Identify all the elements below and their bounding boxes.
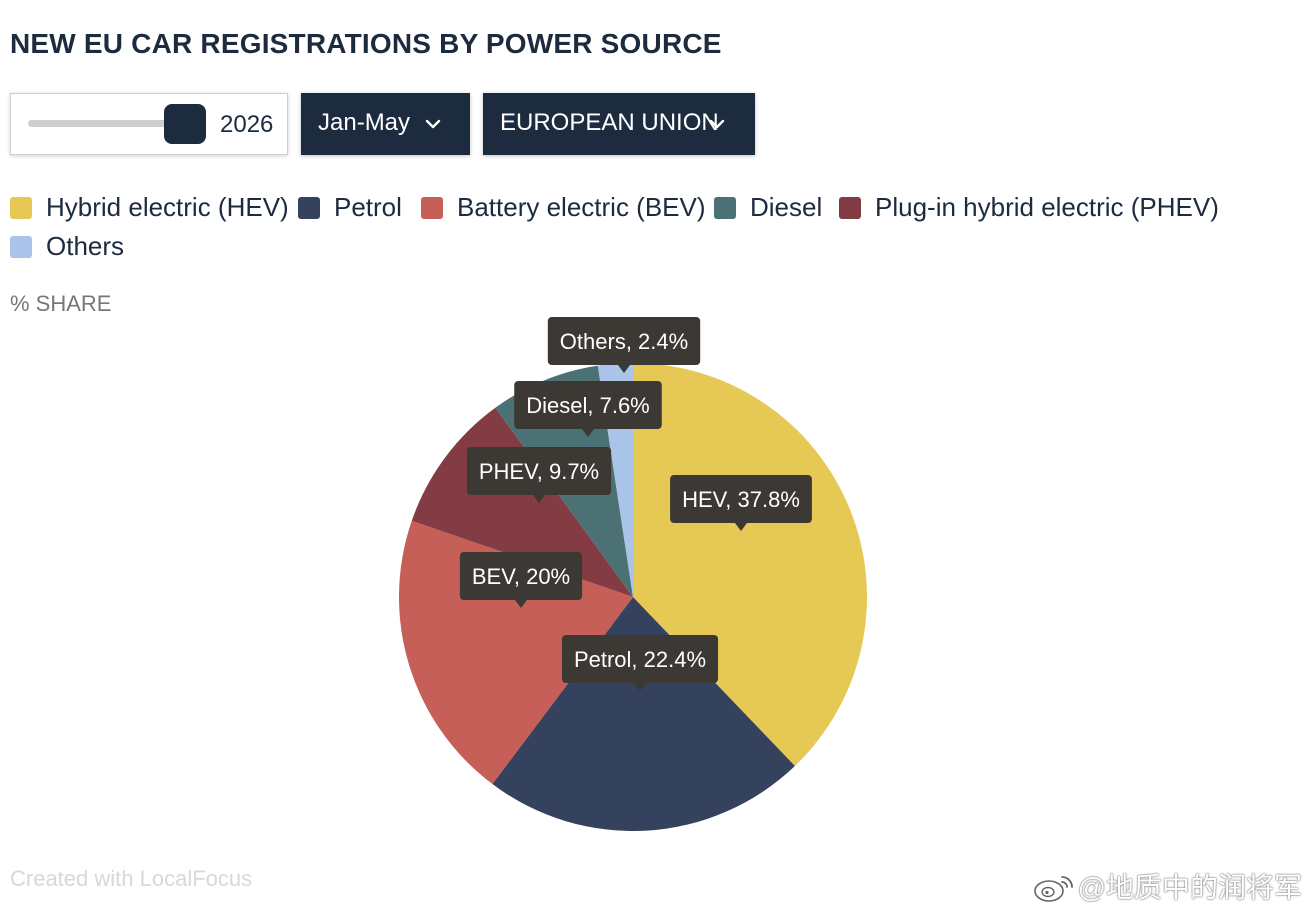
data-label-diesel: Diesel, 7.6% (514, 381, 662, 437)
legend-label: Battery electric (BEV) (457, 192, 706, 222)
data-label-pointer (582, 429, 594, 437)
legend-swatch (839, 197, 861, 219)
data-label-pointer (634, 683, 646, 691)
region-dropdown-label: EUROPEAN UNION (500, 109, 719, 136)
pie-data-labels: HEV, 37.8% Petrol, 22.4% BEV, 20% PHEV, 9.7… (459, 317, 812, 691)
period-dropdown[interactable]: Jan-May (301, 93, 470, 155)
chart-title: NEW EU CAR REGISTRATIONS BY POWER SOURCE (10, 28, 722, 59)
chevron-down-icon (709, 119, 725, 129)
data-label-box (466, 447, 612, 495)
data-label-pointer (735, 523, 747, 531)
weibo-logo-icon (1033, 876, 1073, 902)
legend-swatch (421, 197, 443, 219)
data-label-petrol: Petrol, 22.4% (561, 635, 719, 691)
data-label-box (670, 475, 812, 523)
unit-label: % SHARE (10, 291, 112, 316)
legend-swatch (10, 236, 32, 258)
data-label-pointer (533, 495, 545, 503)
data-label-text: Diesel, 7.6% (526, 393, 650, 418)
data-label-text: BEV, 20% (472, 564, 570, 589)
data-label-text: HEV, 37.8% (682, 487, 800, 512)
period-dropdown-label: Jan-May (318, 109, 411, 136)
slider-track[interactable] (28, 120, 188, 127)
data-label-text: PHEV, 9.7% (479, 459, 599, 484)
data-label-pointer (618, 365, 630, 373)
legend-label: Hybrid electric (HEV) (46, 192, 289, 222)
pie-slice-hev[interactable] (633, 363, 867, 766)
year-value: 2026 (220, 111, 274, 138)
data-label-box (459, 552, 583, 600)
legend-swatch (714, 197, 736, 219)
legend-label: Plug-in hybrid electric (PHEV) (875, 192, 1219, 222)
credit-text[interactable]: Created with LocalFocus (10, 866, 253, 891)
watermark: @地质中的润将军 (1032, 866, 1302, 906)
legend-label: Others (46, 231, 125, 261)
data-label-text: Others, 2.4% (560, 329, 688, 354)
legend-swatch (298, 197, 320, 219)
legend-label: Petrol (334, 192, 402, 222)
data-label-pointer (515, 600, 527, 608)
data-label-others: Others, 2.4% (547, 317, 701, 373)
slider-handle[interactable] (164, 104, 206, 144)
region-dropdown[interactable]: EUROPEAN UNION (483, 93, 755, 155)
legend-label: Diesel (750, 192, 823, 222)
legend-swatch (10, 197, 32, 219)
data-label-text: Petrol, 22.4% (574, 647, 706, 672)
data-label-box (514, 381, 662, 429)
chevron-down-icon (425, 119, 441, 129)
data-label-box (547, 317, 701, 365)
data-label-box (561, 635, 719, 683)
data-label-phev: PHEV, 9.7% (466, 447, 612, 503)
data-label-hev: HEV, 37.8% (670, 475, 812, 531)
year-slider[interactable]: 2026 (10, 93, 288, 155)
watermark-text: @地质中的润将军 (1077, 872, 1302, 903)
pie-slice-petrol[interactable] (492, 597, 795, 832)
data-label-bev: BEV, 20% (459, 552, 583, 608)
